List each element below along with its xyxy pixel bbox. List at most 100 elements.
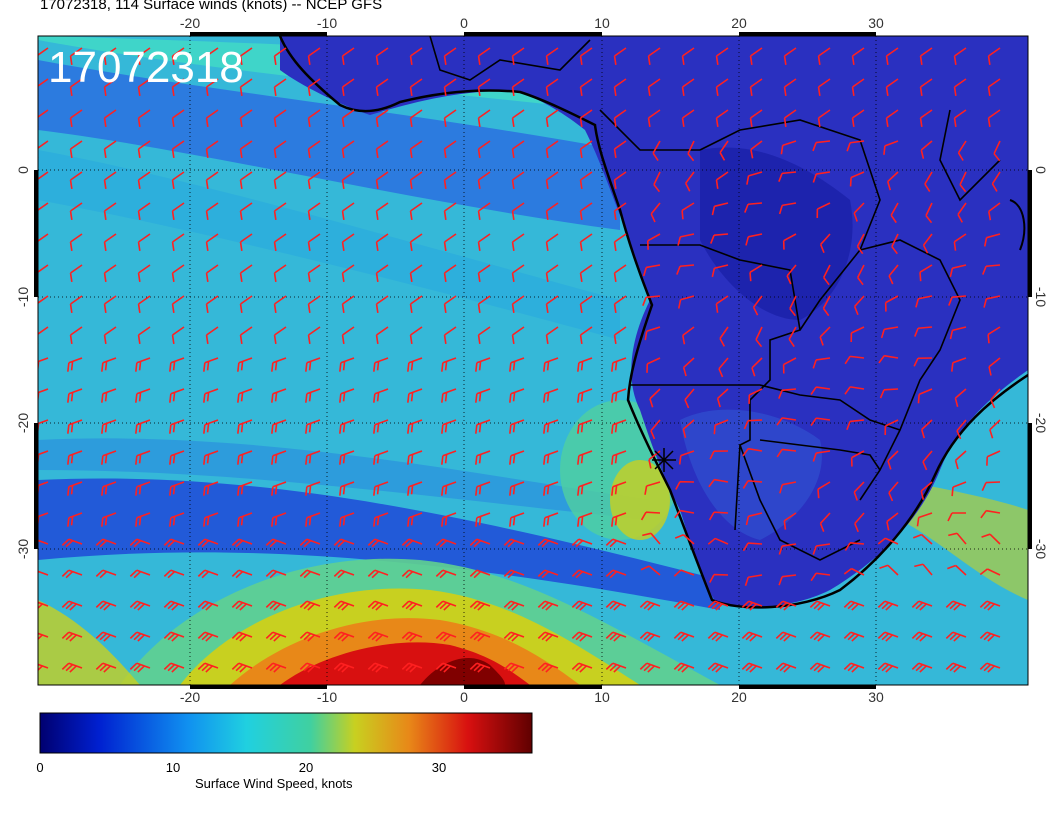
wind-barb-icon: [719, 326, 729, 347]
wind-barb-icon: [653, 171, 661, 193]
wind-barb-icon: [163, 600, 185, 611]
wind-barb-icon: [307, 264, 321, 282]
wind-barb-icon: [681, 78, 695, 96]
wind-barb-icon: [511, 109, 525, 127]
wind-barb-icon: [853, 481, 865, 501]
wind-barb-icon: [919, 264, 933, 282]
wind-barb-icon: [613, 202, 627, 220]
wind-barb-icon: [682, 419, 695, 438]
wind-barb-icon: [846, 140, 865, 152]
wind-barb-icon: [639, 631, 661, 642]
wind-barb-icon: [375, 109, 389, 127]
wind-barb-icon: [776, 448, 797, 458]
lat-label: 0: [15, 166, 31, 174]
wind-barb-icon: [511, 78, 525, 96]
wind-barb-icon: [642, 295, 661, 306]
wind-barb-icon: [571, 631, 593, 642]
right-lat-labels: 0 -10 -20 -30: [1033, 166, 1049, 559]
wind-barb-icon: [775, 662, 797, 673]
wind-barb-icon: [237, 388, 253, 403]
wind-barb-icon: [885, 109, 899, 127]
wind-barb-icon: [129, 662, 151, 673]
wind-barb-icon: [511, 295, 525, 313]
wind-barb-icon: [571, 600, 593, 611]
wind-barb-icon: [983, 233, 1001, 247]
wind-barb-icon: [577, 450, 593, 465]
wind-barb-icon: [339, 388, 355, 403]
wind-barb-icon: [954, 388, 967, 408]
wind-barb-icon: [783, 47, 797, 65]
wind-barb-icon: [443, 47, 457, 65]
wind-barb-icon: [851, 109, 865, 127]
wind-barb-icon: [373, 450, 389, 465]
wind-barb-icon: [850, 326, 865, 342]
wind-barb-icon: [441, 419, 457, 434]
wind-barb-icon: [367, 569, 389, 579]
wind-barb-icon: [884, 295, 899, 312]
wind-barb-icon: [979, 568, 1001, 576]
wind-barb-icon: [743, 419, 763, 430]
wind-barb-icon: [843, 600, 865, 611]
wind-barb-icon: [843, 567, 865, 576]
wind-barb-icon: [169, 481, 185, 496]
wind-barb-icon: [812, 171, 831, 183]
wind-barb-icon: [511, 47, 525, 65]
wind-barb-icon: [171, 326, 185, 344]
wind-barb-icon: [307, 78, 321, 96]
wind-barb-icon: [203, 419, 219, 434]
wind-barb-icon: [579, 326, 593, 344]
wind-barb-icon: [779, 481, 797, 494]
wind-barb-icon: [69, 171, 83, 189]
wind-barb-icon: [537, 631, 559, 642]
wind-barb-icon: [945, 662, 967, 673]
wind-barb-icon: [571, 662, 593, 673]
wind-barb-icon: [884, 419, 899, 435]
wind-barb-icon: [477, 202, 491, 220]
wind-barb-icon: [953, 109, 967, 127]
wind-barb-icon: [647, 109, 661, 127]
wind-barb-icon: [511, 140, 525, 158]
wind-barb-icon: [817, 78, 831, 96]
bottom-lon-labels: -20 -10 0 10 20 30: [180, 689, 884, 705]
wind-barb-icon: [205, 47, 219, 65]
wind-barb-icon: [613, 140, 627, 158]
wind-barb-icon: [203, 450, 219, 465]
wind-barb-icon: [709, 450, 729, 460]
wind-barb-icon: [197, 631, 219, 642]
wind-barb-icon: [101, 419, 117, 434]
wind-barb-icon: [509, 481, 525, 496]
wind-barb-icon: [716, 388, 729, 408]
wind-barb-icon: [503, 600, 525, 611]
wind-barb-icon: [844, 542, 865, 551]
wind-barb-icon: [435, 600, 457, 611]
wind-barb-icon: [265, 662, 287, 673]
wind-barb-icon: [67, 357, 83, 372]
wind-barb-icon: [271, 357, 287, 372]
wind-barb-icon: [205, 264, 219, 282]
wind-barb-icon: [475, 357, 491, 372]
wind-barb-icon: [265, 631, 287, 642]
wind-barb-icon: [129, 538, 151, 548]
top-lon-labels: -20 -10 0 10 20 30: [180, 15, 884, 31]
wind-barb-icon: [579, 202, 593, 220]
wind-barb-icon: [401, 538, 423, 548]
wind-barb-icon: [919, 47, 933, 65]
wind-barb-icon: [611, 512, 627, 527]
wind-barb-icon: [708, 511, 729, 521]
wind-barb-icon: [135, 512, 151, 527]
wind-barb-icon: [879, 564, 899, 576]
wind-barb-icon: [742, 542, 763, 552]
wind-barb-icon: [407, 357, 423, 372]
wind-barb-icon: [687, 140, 695, 162]
wind-barb-icon: [171, 47, 185, 65]
wind-barb-icon: [341, 78, 355, 96]
wind-barb-icon: [137, 202, 151, 220]
wind-barb-icon: [231, 538, 253, 548]
wind-barb-icon: [375, 326, 389, 344]
wind-barb-icon: [579, 233, 593, 251]
wind-barb-icon: [367, 662, 389, 673]
wind-barb-icon: [711, 264, 729, 278]
wind-barb-icon: [644, 481, 661, 495]
timestamp-overlay: 17072318: [48, 43, 244, 92]
wind-barb-icon: [577, 512, 593, 527]
